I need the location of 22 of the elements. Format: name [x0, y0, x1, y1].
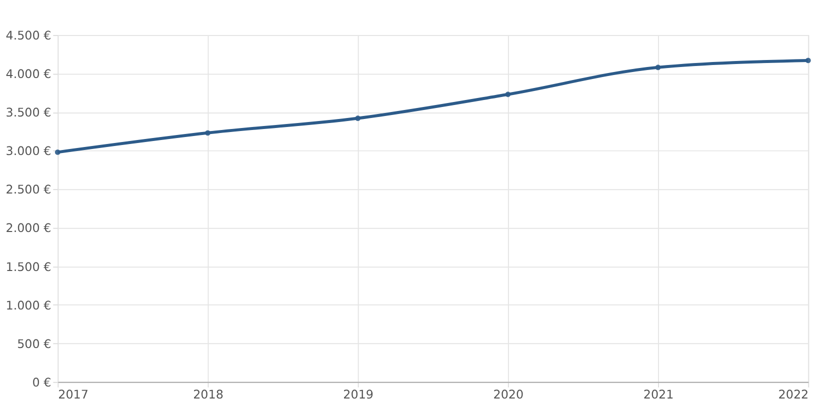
x-tick-label: 2018 [193, 387, 224, 402]
y-tick-label: 3.000 € [6, 144, 52, 158]
y-tick-label: 0 € [32, 375, 52, 390]
y-tick-label: 2.500 € [6, 182, 52, 197]
x-tick-label: 2021 [643, 387, 674, 402]
y-tick-label: 4.000 € [6, 67, 52, 82]
point [355, 116, 361, 121]
y-tick-label: 2.000 € [6, 221, 52, 236]
y-tick-label: 1.000 € [6, 298, 52, 312]
y-tick-label: 4.500 € [6, 28, 52, 42]
y-tick-label: 500 € [17, 336, 52, 351]
point [205, 130, 210, 136]
x-tick-label: 2019 [343, 387, 374, 402]
point [54, 149, 60, 155]
x-tick-label: 2022 [778, 387, 809, 402]
point [655, 64, 661, 70]
y-tick-label: 1.500 € [6, 260, 52, 274]
point [505, 92, 511, 98]
point [805, 58, 811, 64]
y-tick-label: 3.500 € [6, 106, 52, 120]
x-tick-label: 2017 [58, 387, 88, 402]
x-tick-label: 2020 [493, 387, 524, 402]
